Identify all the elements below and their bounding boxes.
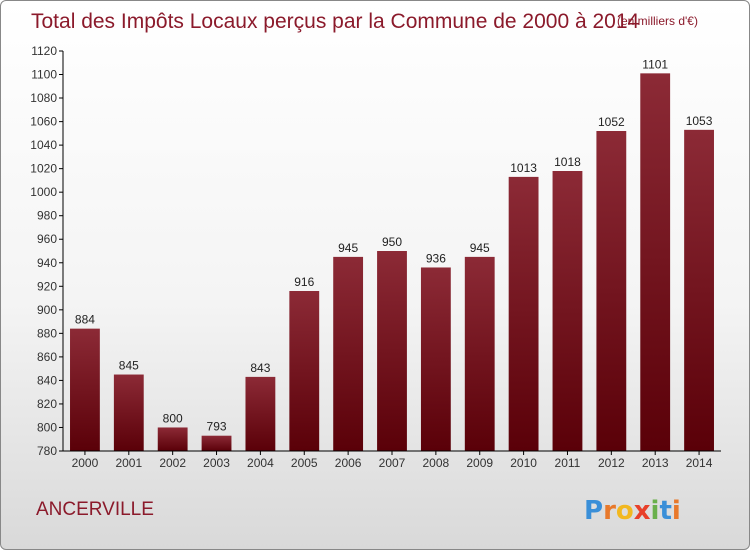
x-tick-label: 2013 — [642, 456, 669, 470]
y-tick-label: 1060 — [30, 115, 57, 129]
logo-letter: P — [584, 496, 603, 526]
bar-2012 — [596, 131, 627, 451]
y-axis: 780 800 820 840 860 880 900 920 940 960 980 1000 102… — [30, 44, 64, 458]
y-tick-label: 1080 — [30, 91, 57, 105]
y-tick-label: 960 — [37, 232, 57, 246]
y-tick-label: 1000 — [30, 185, 57, 199]
value-label: 1013 — [510, 161, 537, 175]
x-tick-label: 2001 — [115, 456, 142, 470]
bar-2002 — [157, 427, 188, 451]
bar-2011 — [552, 171, 583, 451]
value-label: 884 — [75, 313, 95, 327]
commune-name: ANCERVILLE — [36, 499, 154, 520]
bar-2001 — [113, 374, 144, 451]
logo-letter: t — [659, 496, 671, 526]
y-tick-label: 800 — [37, 420, 57, 434]
y-tick-label: 860 — [37, 350, 57, 364]
chart-title: Total des Impôts Locaux perçus par la Co… — [31, 10, 640, 33]
value-label: 1018 — [554, 155, 581, 169]
x-tick-label: 2005 — [291, 456, 318, 470]
x-tick-label: 2006 — [335, 456, 362, 470]
x-tick-label: 2007 — [379, 456, 406, 470]
y-tick-label: 1120 — [31, 44, 57, 58]
x-axis: 2000 2001 2002 2003 2004 2005 2006 2007 2008 2009… — [63, 450, 721, 470]
y-tick-label: 780 — [37, 444, 57, 458]
bar-2010 — [508, 176, 539, 451]
bar-2007 — [377, 251, 407, 451]
y-tick-label: 1100 — [31, 68, 57, 82]
y-tick-label: 940 — [37, 256, 57, 270]
y-tick-label: 900 — [37, 303, 57, 317]
bar-2003 — [201, 435, 232, 451]
y-tick-label: 1040 — [30, 138, 57, 152]
x-tick-label: 2011 — [555, 456, 581, 470]
bar-2013 — [640, 73, 671, 452]
bar-2008 — [420, 267, 451, 451]
bars: 884 845 800 793 843 916 945 950 936 945 1013 1018 10… — [70, 57, 714, 452]
value-label: 945 — [338, 241, 358, 255]
logo-letter: i — [651, 496, 660, 526]
logo-letter: r — [603, 496, 616, 526]
y-tick-label: 1020 — [30, 162, 57, 176]
value-label: 1052 — [598, 115, 625, 129]
value-label: 936 — [426, 251, 446, 265]
value-label: 950 — [382, 235, 402, 249]
bar-2000 — [70, 328, 100, 451]
x-tick-label: 2003 — [203, 456, 230, 470]
y-tick-label: 980 — [37, 209, 57, 223]
x-tick-label: 2002 — [159, 456, 186, 470]
unit-note: (en milliers d'€) — [617, 14, 698, 28]
x-tick-label: 2012 — [598, 456, 625, 470]
x-tick-label: 2000 — [72, 456, 99, 470]
logo-letter: i — [672, 496, 681, 526]
value-label: 1101 — [642, 57, 668, 71]
logo-letter: x — [634, 496, 651, 526]
y-tick-label: 820 — [37, 397, 57, 411]
x-tick-label: 2008 — [423, 456, 450, 470]
y-tick-label: 920 — [37, 279, 57, 293]
value-label: 1053 — [686, 114, 713, 128]
value-label: 843 — [250, 361, 270, 375]
y-tick-label: 840 — [37, 373, 57, 387]
bar-2006 — [333, 256, 364, 451]
y-tick-label: 880 — [37, 326, 57, 340]
value-label: 845 — [119, 359, 139, 373]
x-tick-label: 2010 — [510, 456, 537, 470]
logo-letter: o — [616, 496, 634, 526]
value-label: 945 — [470, 241, 490, 255]
bar-2005 — [289, 291, 320, 451]
value-label: 793 — [207, 420, 227, 434]
bar-2009 — [464, 256, 495, 451]
x-tick-label: 2014 — [686, 456, 713, 470]
value-label: 800 — [163, 411, 183, 425]
bar-2014 — [684, 129, 714, 451]
x-tick-label: 2004 — [247, 456, 274, 470]
proxiti-logo: Proxiti — [584, 496, 681, 526]
bar-2004 — [245, 376, 276, 451]
x-tick-label: 2009 — [466, 456, 493, 470]
value-label: 916 — [294, 275, 314, 289]
